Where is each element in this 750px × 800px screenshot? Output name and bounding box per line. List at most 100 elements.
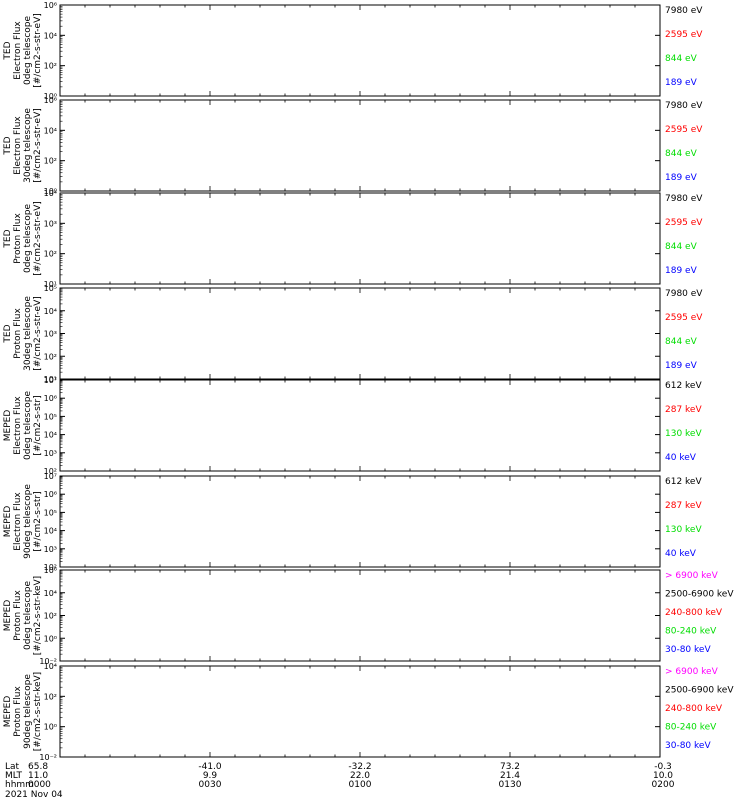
y-tick-label: 10⁴ (44, 307, 57, 316)
panel-frame (59, 99, 661, 192)
lat-value: -0.3 (654, 762, 672, 772)
y-tick-label: 10³ (44, 449, 57, 458)
legend-entry: 80-240 keV (665, 627, 717, 637)
y-tick-label: 10⁻² (39, 753, 57, 762)
y-tick-label: 10⁰ (44, 634, 57, 643)
y-tick-label: 10⁴ (44, 527, 57, 536)
y-axis-label-line: Electron Flux (13, 492, 23, 551)
y-axis-label-line: MEPED (3, 600, 13, 632)
lat-value: 65.8 (28, 762, 48, 772)
lat-value: -41.0 (198, 762, 222, 772)
y-axis-label: MEPEDElectron Flux90deg telescope[#/cm2-… (3, 484, 43, 559)
legend-entry: 30-80 keV (665, 645, 711, 655)
legend-entry: 40 keV (665, 549, 697, 559)
mlt-value: 22.0 (350, 771, 370, 781)
y-tick-label: 10⁰ (44, 187, 57, 196)
y-tick-label: 10² (44, 692, 57, 701)
y-axis-label: TEDProton Flux30deg telescope[#/cm2-s-st… (3, 296, 43, 371)
y-axis-label-line: MEPED (3, 696, 13, 728)
y-axis-label-line: 0deg telescope (23, 581, 33, 651)
panel-frame (59, 192, 661, 285)
legend-entry: 40 keV (665, 453, 697, 463)
y-axis-label-line: [#/cm2-s-str-keV] (33, 672, 43, 751)
legend-entry: 189 eV (665, 173, 698, 183)
date-label: 2021 Nov 04 (5, 790, 63, 800)
legend-entry: 189 eV (665, 361, 698, 371)
legend-entry: 240-800 keV (665, 608, 723, 618)
y-axis-label-line: 0deg telescope (23, 16, 33, 86)
y-tick-label: 10¹ (44, 375, 57, 384)
legend-entry: 287 keV (665, 501, 702, 511)
legend-entry: 7980 eV (665, 101, 703, 111)
y-tick-label: 10⁷ (44, 376, 57, 385)
y-tick-label: 10⁵ (44, 412, 57, 421)
panel-frame (59, 569, 661, 662)
panel-frame (59, 665, 661, 758)
y-tick-label: 10⁶ (44, 566, 57, 575)
lat-value: -32.2 (348, 762, 371, 772)
y-tick-label: 10⁴ (44, 589, 57, 598)
legend-entry: > 6900 keV (665, 571, 719, 581)
lat-value: 73.2 (500, 762, 520, 772)
y-tick-label: 10³ (44, 219, 57, 228)
y-axis-label: TEDProton Flux0deg telescope[#/cm2-s-str… (3, 201, 43, 276)
y-tick-label: 10² (44, 62, 57, 71)
y-tick-label: 10⁴ (44, 662, 57, 671)
y-axis-label-line: 30deg telescope (23, 296, 33, 371)
legend-entry: 844 eV (665, 242, 698, 252)
y-axis-label: MEPEDProton Flux0deg telescope[#/cm2-s-s… (3, 576, 43, 655)
y-axis-label-line: Electron Flux (13, 116, 23, 175)
y-tick-label: 10⁶ (44, 96, 57, 105)
y-tick-label: 10⁴ (44, 431, 57, 440)
mlt-value: 10.0 (653, 771, 673, 781)
legend-entry: 30-80 keV (665, 741, 711, 751)
y-axis-label-line: Proton Flux (13, 686, 23, 737)
y-tick-label: 10⁴ (44, 126, 57, 135)
y-axis-label-line: [#/cm2-s-str-eV] (33, 13, 43, 88)
y-tick-label: 10² (44, 612, 57, 621)
legend-entry: 7980 eV (665, 194, 703, 204)
legend-entry: > 6900 keV (665, 667, 719, 677)
legend-entry: 844 eV (665, 54, 698, 64)
y-axis-label-line: [#/cm2-s-str] (33, 491, 43, 551)
panel-frame (59, 287, 661, 380)
y-tick-label: 10² (44, 352, 57, 361)
panel-frame (59, 475, 661, 568)
legend-entry: 2595 eV (665, 218, 703, 228)
y-axis-label-line: Proton Flux (13, 590, 23, 641)
y-axis-label-line: [#/cm2-s-str-eV] (33, 201, 43, 276)
y-tick-label: 10⁴ (44, 31, 57, 40)
y-axis-label-line: Electron Flux (13, 21, 23, 80)
y-tick-label: 10¹ (44, 280, 57, 289)
panel-frame (59, 4, 661, 97)
legend-entry: 844 eV (665, 149, 698, 159)
mlt-value: 9.9 (203, 771, 218, 781)
legend-entry: 287 keV (665, 405, 702, 415)
time-tick-label: 0000 (28, 780, 51, 790)
y-tick-label: 10⁶ (44, 1, 57, 10)
y-axis-label-line: 0deg telescope (23, 391, 33, 461)
y-tick-label: 10² (44, 157, 57, 166)
y-tick-label: 10⁷ (44, 472, 57, 481)
legend-entry: 7980 eV (665, 6, 703, 16)
legend-entry: 240-800 keV (665, 704, 723, 714)
legend-entry: 130 keV (665, 429, 702, 439)
legend-entry: 189 eV (665, 78, 698, 88)
mlt-value: 11.0 (28, 771, 48, 781)
legend-entry: 612 keV (665, 381, 702, 391)
y-axis-label-line: MEPED (3, 410, 13, 442)
time-tick-label: 0100 (349, 780, 372, 790)
time-tick-label: 0130 (499, 780, 522, 790)
y-tick-label: 10⁴ (44, 189, 57, 198)
y-tick-label: 10⁶ (44, 490, 57, 499)
y-tick-label: 10³ (44, 330, 57, 339)
legend-entry: 130 keV (665, 525, 702, 535)
